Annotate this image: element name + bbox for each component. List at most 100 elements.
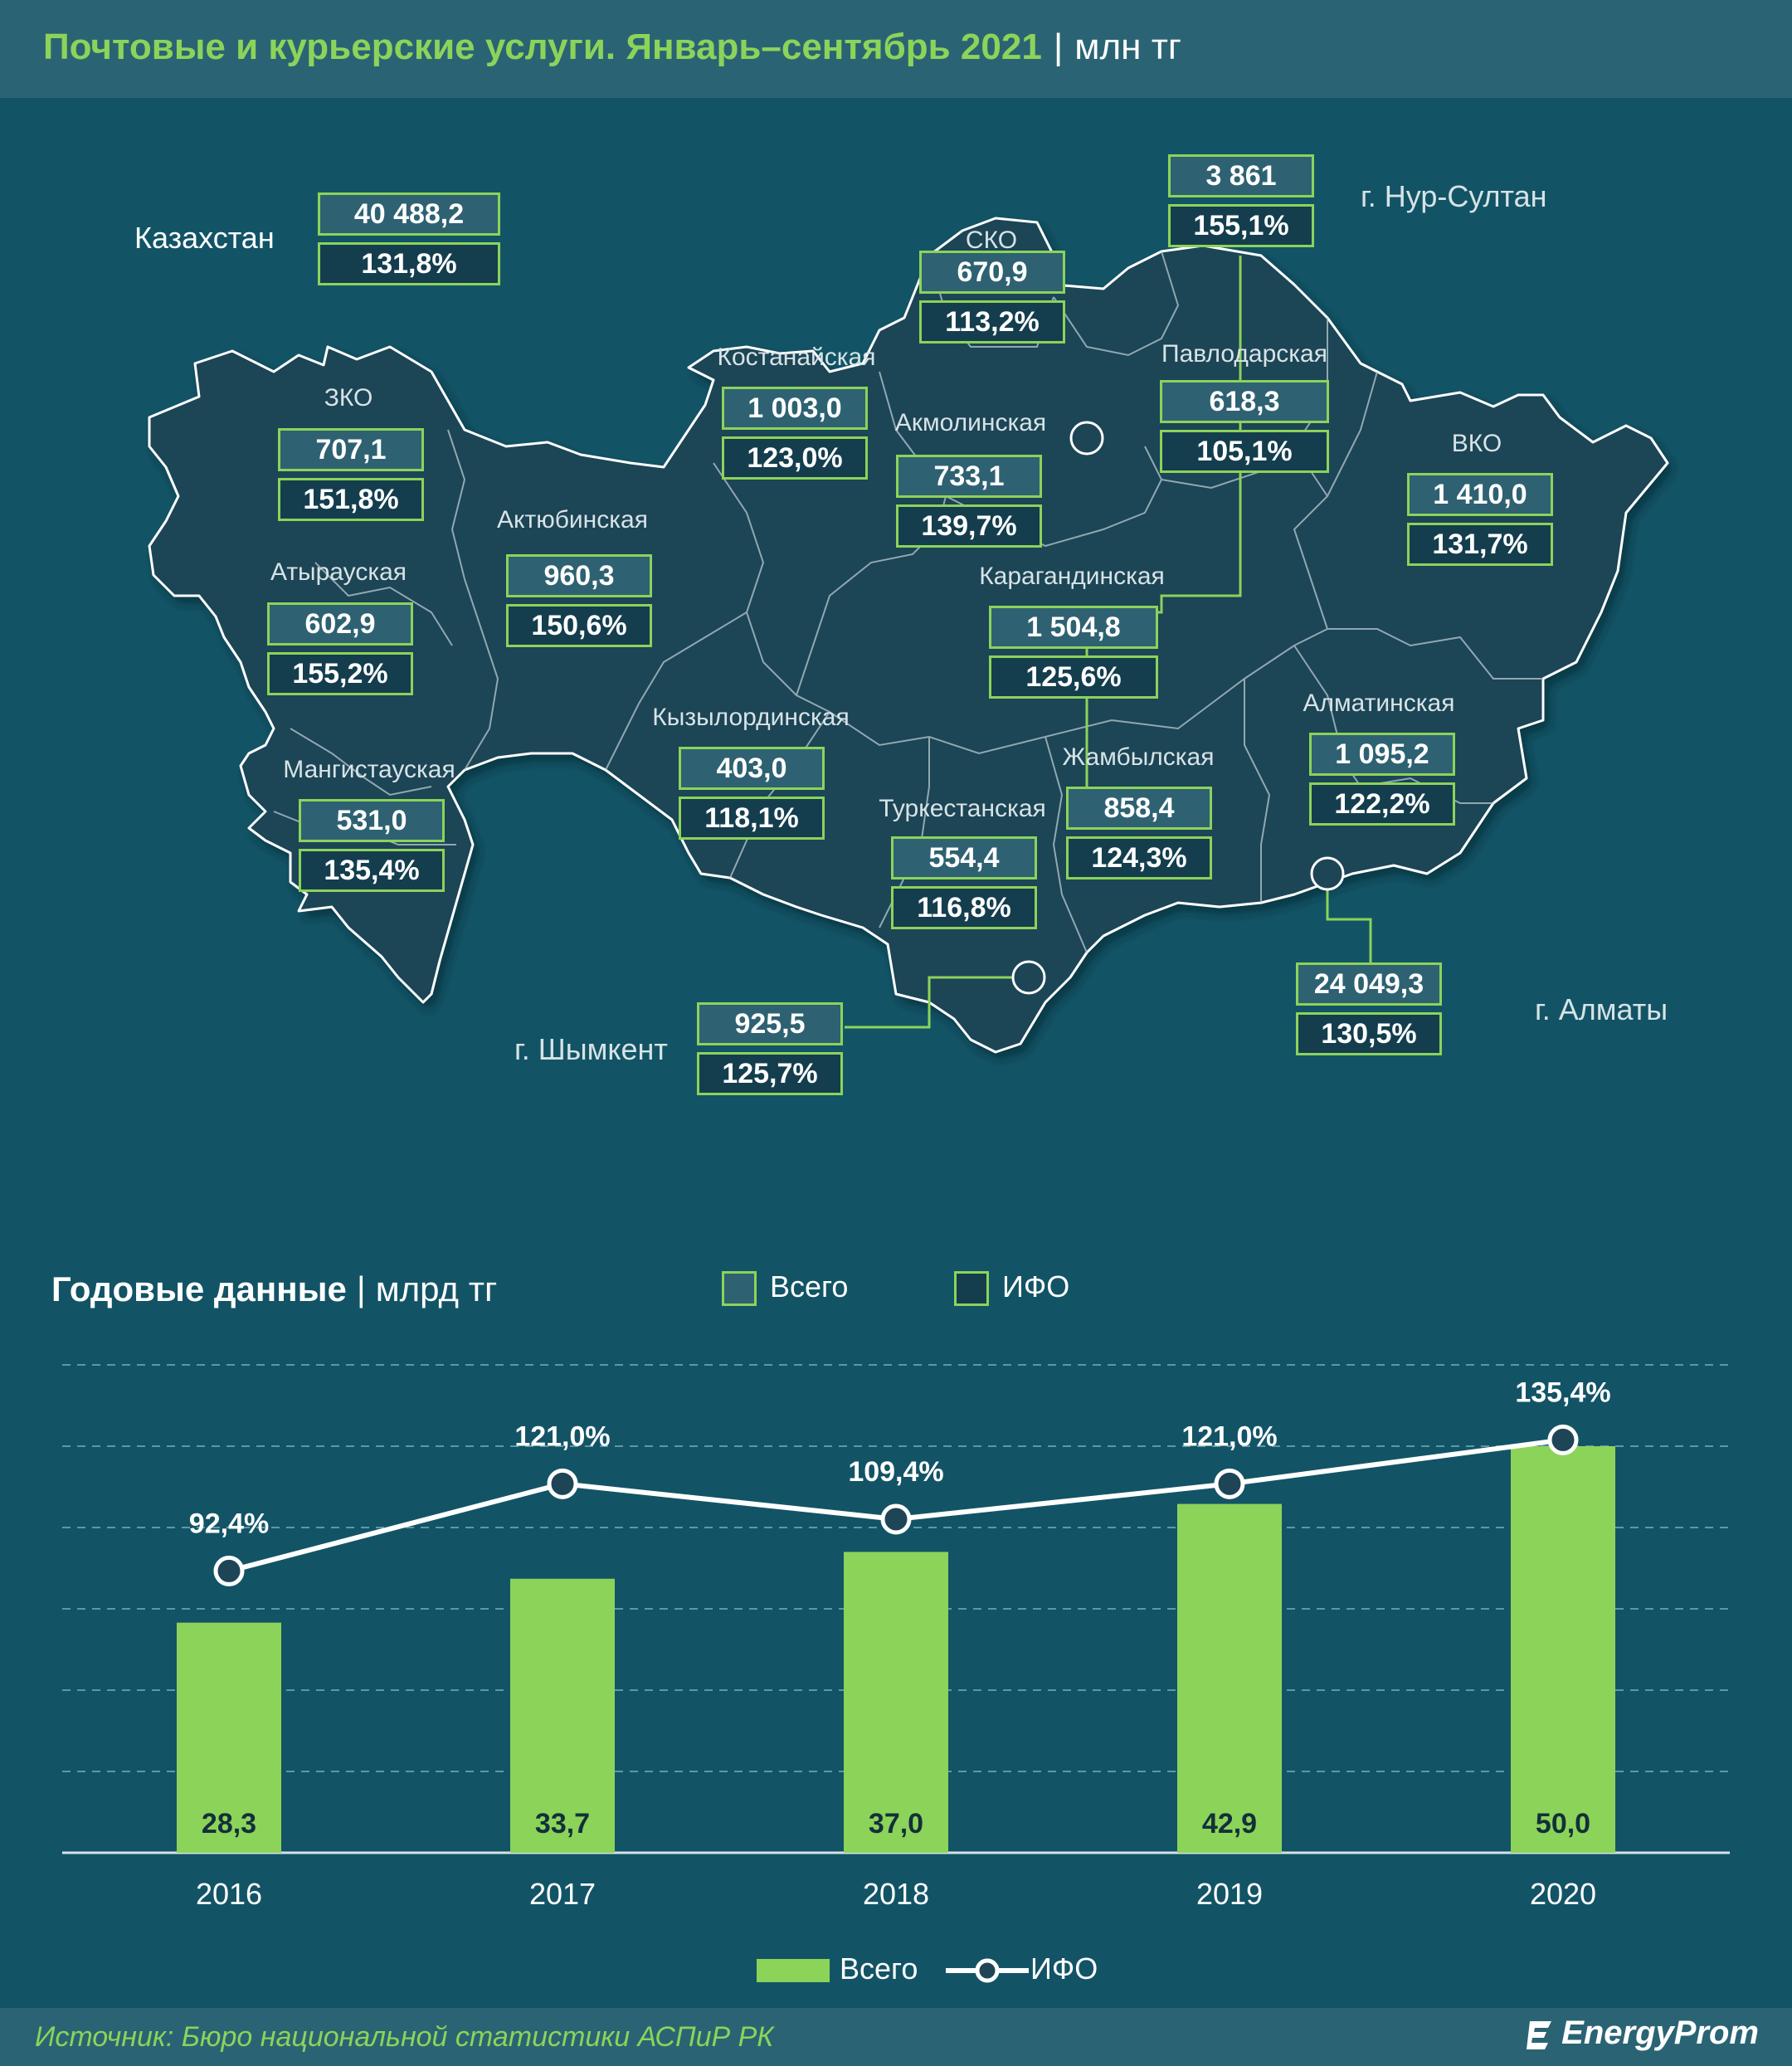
region-total-value: 554,4 (891, 836, 1037, 880)
region-label: г. Нур-Султан (1361, 179, 1547, 213)
region-total-value: 602,9 (267, 602, 413, 646)
region-total-value: 531,0 (299, 799, 445, 842)
ifo-point (880, 1503, 912, 1535)
region-ifo-value: 113,2% (919, 300, 1065, 344)
region-ifo-value: 150,6% (506, 604, 652, 647)
footer-bar (0, 2008, 1792, 2066)
region-ifo-value: 116,8% (891, 886, 1037, 929)
region-total-value: 24 049,3 (1296, 962, 1442, 1006)
ifo-value-label: 92,4% (189, 1508, 269, 1539)
legend-bar-swatch (757, 1959, 830, 1983)
ifo-value-label: 121,0% (1181, 1420, 1277, 1452)
legend-swatch-ifo (954, 1271, 989, 1307)
ifo-value-label: 135,4% (1515, 1377, 1610, 1408)
bar-value-label: 28,3 (202, 1808, 256, 1839)
ifo-point (547, 1468, 578, 1499)
region-label: Акмолинская (894, 409, 1047, 436)
kazakhstan-ifo: 131,8% (318, 242, 500, 285)
region-total-value: 925,5 (697, 1002, 843, 1045)
bar-value-label: 50,0 (1536, 1808, 1590, 1839)
header-bar (0, 0, 1792, 98)
source-note: Источник: Бюро национальной статистики А… (35, 2021, 774, 2053)
kazakhstan-label: Казахстан (134, 221, 275, 255)
bar (510, 1578, 615, 1853)
kazakhstan-total: 40 488,2 (318, 192, 500, 236)
chart-legend-ifo: ИФО (946, 1951, 1098, 1986)
region-label: Алматинская (1303, 689, 1455, 717)
ifo-value-label: 109,4% (848, 1456, 943, 1488)
city-markers (1011, 421, 1345, 995)
bar-value-label: 37,0 (869, 1808, 923, 1839)
region-label: Мангистауская (283, 756, 455, 783)
country-outline (148, 217, 1669, 1054)
bar (1511, 1446, 1615, 1853)
region-ifo-value: 125,7% (697, 1052, 843, 1095)
region-ifo-value: 135,4% (299, 849, 445, 892)
x-tick-label: 2020 (1530, 1877, 1596, 1911)
region-ifo-value: 118,1% (679, 797, 825, 840)
chart-legend-total: Всего (757, 1951, 918, 1986)
legend-swatch-total (722, 1271, 757, 1307)
region-total-value: 670,9 (919, 251, 1065, 294)
region-label: Павлодарская (1161, 340, 1327, 368)
region-label: СКО (965, 227, 1018, 254)
region-ifo-value: 123,0% (722, 436, 868, 480)
map-legend-total: Всего (722, 1269, 848, 1307)
region-label: Актюбинская (497, 506, 648, 534)
ifo-point (1214, 1468, 1245, 1499)
region-ifo-value: 130,5% (1296, 1012, 1442, 1055)
region-label: ВКО (1451, 430, 1502, 457)
region-total-value: 403,0 (679, 747, 825, 790)
x-tick-label: 2017 (529, 1877, 596, 1911)
region-total-value: 960,3 (506, 554, 652, 597)
region-label: ЗКО (324, 384, 373, 412)
map-legend-ifo: ИФО (954, 1269, 1069, 1307)
annual-title: Годовые данные | млрд тг (51, 1269, 498, 1308)
region-total-value: 1 410,0 (1407, 473, 1553, 516)
region-label: Жамбылская (1062, 743, 1215, 771)
ifo-point (1547, 1424, 1579, 1455)
region-label: Костанайская (717, 344, 876, 371)
region-borders (273, 251, 1543, 953)
bar (844, 1552, 948, 1853)
region-label: Атырауская (270, 558, 407, 586)
map-shape (148, 217, 1669, 1054)
legend-line-swatch (946, 1958, 1029, 1983)
x-tick-label: 2018 (863, 1877, 929, 1911)
region-ifo-value: 151,8% (278, 478, 424, 521)
region-ifo-value: 125,6% (989, 655, 1158, 699)
region-label: г. Алматы (1535, 992, 1668, 1026)
region-ifo-value: 155,2% (267, 652, 413, 695)
region-label: Туркестанская (879, 795, 1046, 822)
page-title: Почтовые и курьерские услуги. Январь–сен… (43, 27, 1181, 67)
region-total-value: 707,1 (278, 428, 424, 471)
energyprom-logo: EnergyProm (1527, 2015, 1759, 2052)
region-total-value: 1 003,0 (722, 387, 868, 430)
bar (177, 1622, 281, 1853)
region-total-value: 1 504,8 (989, 606, 1158, 649)
bar (1177, 1503, 1282, 1853)
x-tick-label: 2019 (1196, 1877, 1263, 1911)
region-ifo-value: 155,1% (1168, 204, 1314, 247)
annual-chart: 28,3 2016 33,7 2017 37,0 2018 42,9 2019 50,0 2020… (62, 1364, 1730, 1911)
region-total-value: 1 095,2 (1309, 733, 1455, 776)
region-total-value: 858,4 (1066, 787, 1212, 830)
region-total-value: 733,1 (896, 455, 1042, 498)
x-tick-label: 2016 (196, 1877, 262, 1911)
region-total-value: 618,3 (1160, 380, 1329, 423)
region-ifo-value: 139,7% (896, 504, 1042, 548)
ifo-value-label: 121,0% (514, 1420, 610, 1452)
bar-value-label: 42,9 (1202, 1808, 1257, 1839)
region-label: Кызылординская (652, 704, 850, 731)
region-ifo-value: 122,2% (1309, 782, 1455, 826)
region-ifo-value: 131,7% (1407, 523, 1553, 566)
logo-mark-icon (1527, 2021, 1552, 2050)
region-total-value: 3 861 (1168, 154, 1314, 197)
region-label: Карагандинская (979, 563, 1165, 590)
kazakhstan-map: Казахстан 40 488,2 131,8% СКО 670,9 113,2%… (0, 98, 1792, 1307)
region-label: г. Шымкент (514, 1032, 668, 1066)
bar-value-label: 33,7 (535, 1808, 590, 1839)
region-ifo-value: 124,3% (1066, 836, 1212, 880)
region-ifo-value: 105,1% (1160, 430, 1329, 473)
ifo-point (213, 1555, 245, 1586)
